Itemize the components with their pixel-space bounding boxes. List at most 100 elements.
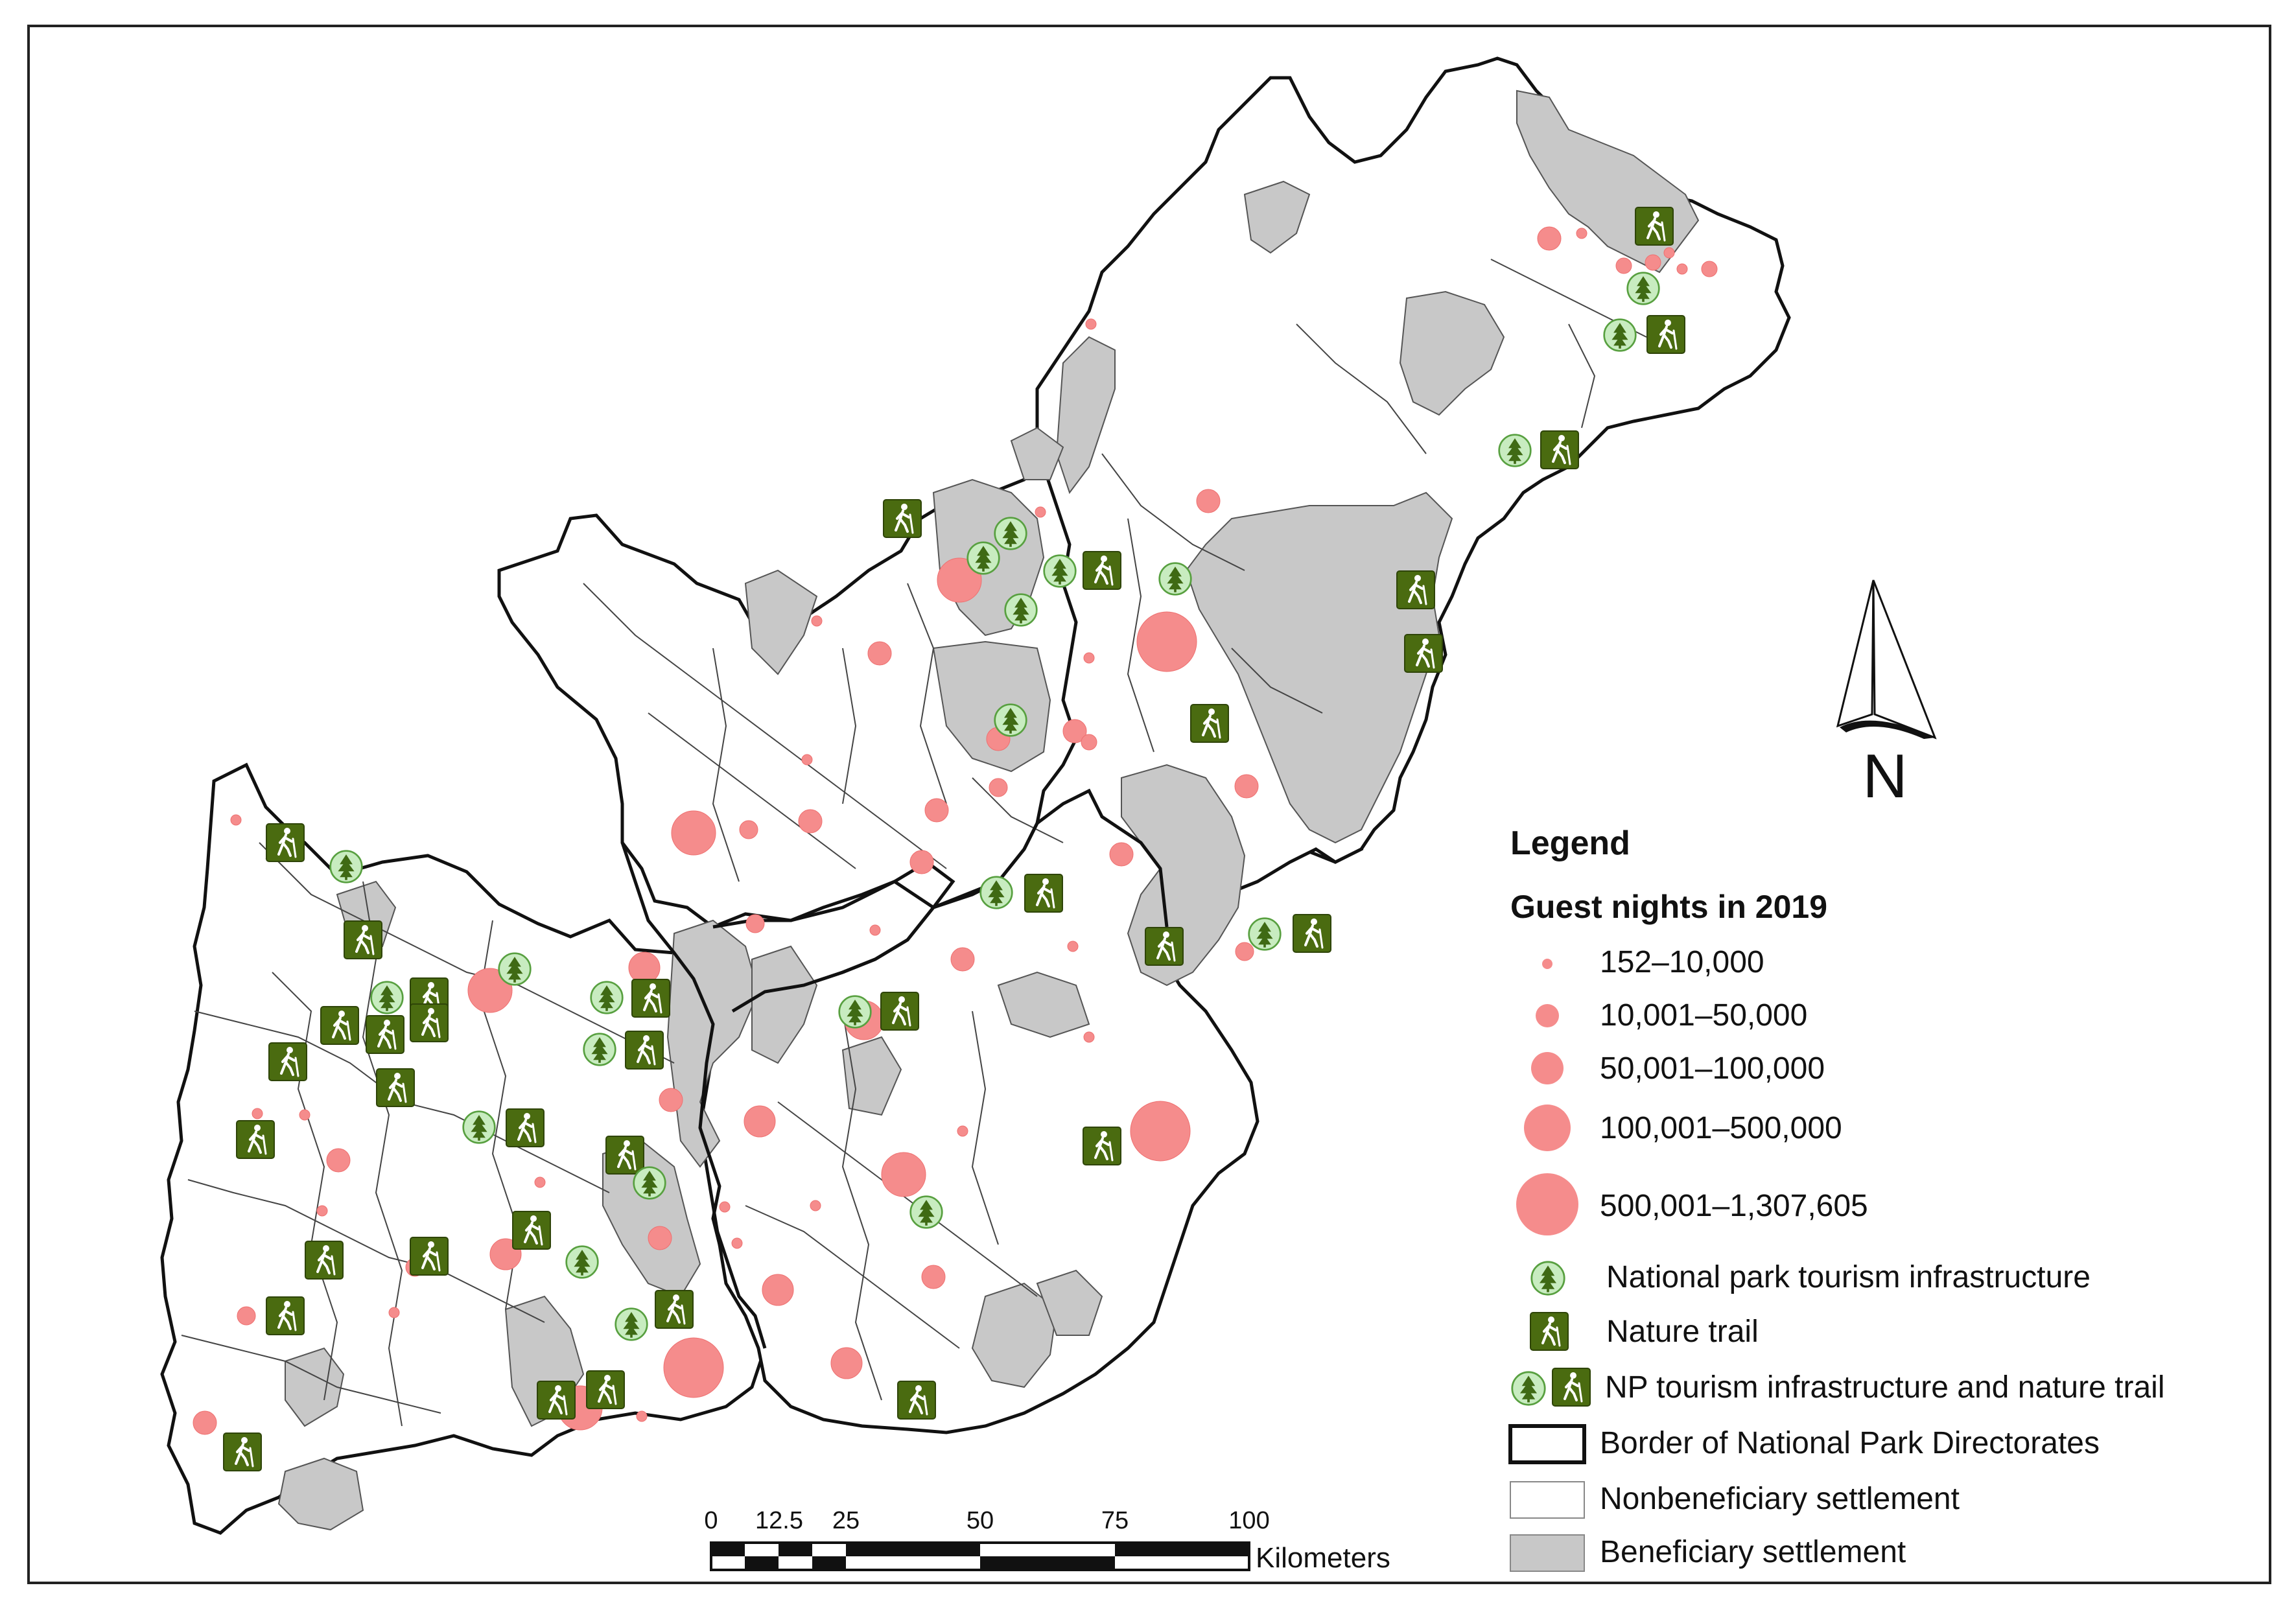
hiker-icon: [1396, 570, 1435, 609]
scale-segment: [779, 1543, 812, 1556]
guest-circle: [230, 814, 242, 826]
guest-circle: [1196, 489, 1221, 513]
tree-icon: [633, 1166, 666, 1200]
guest-circle: [193, 1410, 217, 1435]
guest-circle: [810, 1200, 821, 1211]
legend-beneficiary-swatch: [1510, 1534, 1585, 1572]
hiker-icon: [880, 992, 919, 1031]
tree-icon: [966, 541, 1000, 575]
guest-circle: [1083, 1031, 1095, 1043]
tree-icon: [979, 876, 1013, 909]
legend-nonbeneficiary-swatch: [1510, 1481, 1585, 1519]
hiker-icon: [1145, 927, 1184, 966]
guest-circle: [299, 1109, 310, 1121]
tree-icon: [838, 995, 872, 1029]
north-arrow-left-half: [1836, 579, 1875, 728]
guest-circle: [388, 1307, 400, 1318]
tree-icon: [615, 1307, 648, 1341]
hiker-icon: [223, 1433, 262, 1471]
guest-circle: [909, 850, 934, 874]
tree-icon: [1530, 1261, 1565, 1296]
guest-circle: [745, 914, 765, 933]
scale-segment: [711, 1543, 745, 1556]
guest-circle: [1085, 318, 1097, 330]
hiker-icon: [266, 823, 305, 862]
guest-circle: [648, 1226, 672, 1250]
guest-circle: [921, 1265, 946, 1289]
tree-icon: [1043, 554, 1077, 588]
hiker-icon: [883, 499, 922, 538]
guest-circle: [719, 1201, 731, 1213]
hiker-icon: [631, 979, 670, 1018]
hiker-icon: [625, 1031, 664, 1070]
guest-circle: [628, 952, 661, 984]
guest-circle: [950, 947, 975, 972]
beneficiary-area: [1010, 427, 1064, 480]
tree-icon: [590, 981, 624, 1014]
guest-circle: [830, 1347, 863, 1379]
guest-circle: [1537, 226, 1562, 251]
hiker-icon: [236, 1120, 275, 1159]
guest-circle: [811, 615, 823, 627]
scale-unit-label: Kilometers: [1256, 1542, 1390, 1574]
legend-circle-class-2: [1536, 1004, 1559, 1027]
beneficiary-area: [1055, 336, 1116, 495]
hiker-icon: [655, 1290, 694, 1329]
legend-circle-class-5: [1516, 1173, 1578, 1235]
guest-circle: [867, 641, 892, 666]
guest-circle: [989, 778, 1008, 797]
tree-icon: [1248, 917, 1282, 951]
legend-symbol-label: National park tourism infrastructure: [1606, 1260, 2091, 1294]
hiker-icon: [1083, 551, 1121, 590]
north-arrow: N: [1836, 579, 1937, 811]
guest-circle: [467, 968, 513, 1013]
guest-circle: [1130, 1101, 1191, 1162]
legend-symbol-label: Beneficiary settlement: [1600, 1535, 1906, 1569]
legend-class-label: 100,001–500,000: [1600, 1111, 1842, 1145]
tree-icon: [1626, 272, 1660, 305]
guest-circle: [1645, 254, 1661, 271]
legend-symbol-label: NP tourism infrastructure and nature tra…: [1605, 1370, 2164, 1405]
legend-symbol-label: Nature trail: [1606, 1315, 1759, 1349]
hiker-icon: [1530, 1312, 1569, 1351]
beneficiary-area: [277, 1457, 364, 1531]
tree-icon: [1004, 593, 1038, 627]
hiker-icon: [1024, 874, 1063, 913]
scale-segment: [980, 1556, 1115, 1570]
scale-tick-label: 0: [704, 1507, 718, 1534]
guest-circle: [1035, 506, 1046, 518]
guest-circle: [1067, 941, 1079, 952]
beneficiary-area: [602, 1140, 701, 1298]
hiker-icon: [1552, 1368, 1591, 1407]
legend-class-label: 50,001–100,000: [1600, 1051, 1825, 1086]
tree-icon: [329, 850, 363, 883]
tree-icon: [565, 1245, 599, 1279]
hiker-icon: [1540, 430, 1579, 469]
tree-icon: [462, 1110, 496, 1144]
scale-tick-label: 50: [966, 1507, 994, 1534]
hiker-icon: [1635, 207, 1674, 246]
beneficiary-area: [1036, 1269, 1103, 1336]
guest-circle: [957, 1125, 968, 1137]
legend-subtitle: Guest nights in 2019: [1510, 889, 1827, 925]
legend-border-swatch: [1508, 1424, 1586, 1464]
guest-circle: [869, 924, 881, 936]
hiker-icon: [376, 1068, 415, 1107]
tree-icon: [994, 703, 1027, 737]
guest-circle: [1701, 261, 1718, 277]
hiker-icon: [268, 1042, 307, 1081]
guest-circle: [1234, 774, 1259, 799]
scale-bar: 0 12.5 25 50 75 100 Kilometers: [704, 1507, 1390, 1574]
hiker-icon: [1190, 704, 1229, 743]
beneficiary-settlements: [277, 89, 1700, 1531]
guest-circle: [1676, 263, 1688, 275]
beneficiary-area: [1243, 180, 1311, 254]
scale-tick-label: 100: [1228, 1507, 1269, 1534]
guest-circle: [659, 1088, 683, 1112]
guest-circle: [663, 1337, 724, 1398]
hiker-icon: [320, 1006, 359, 1045]
hiker-icon: [1646, 315, 1685, 354]
guest-circle: [326, 1148, 351, 1173]
scale-segment: [745, 1556, 779, 1570]
tree-icon: [498, 952, 532, 986]
